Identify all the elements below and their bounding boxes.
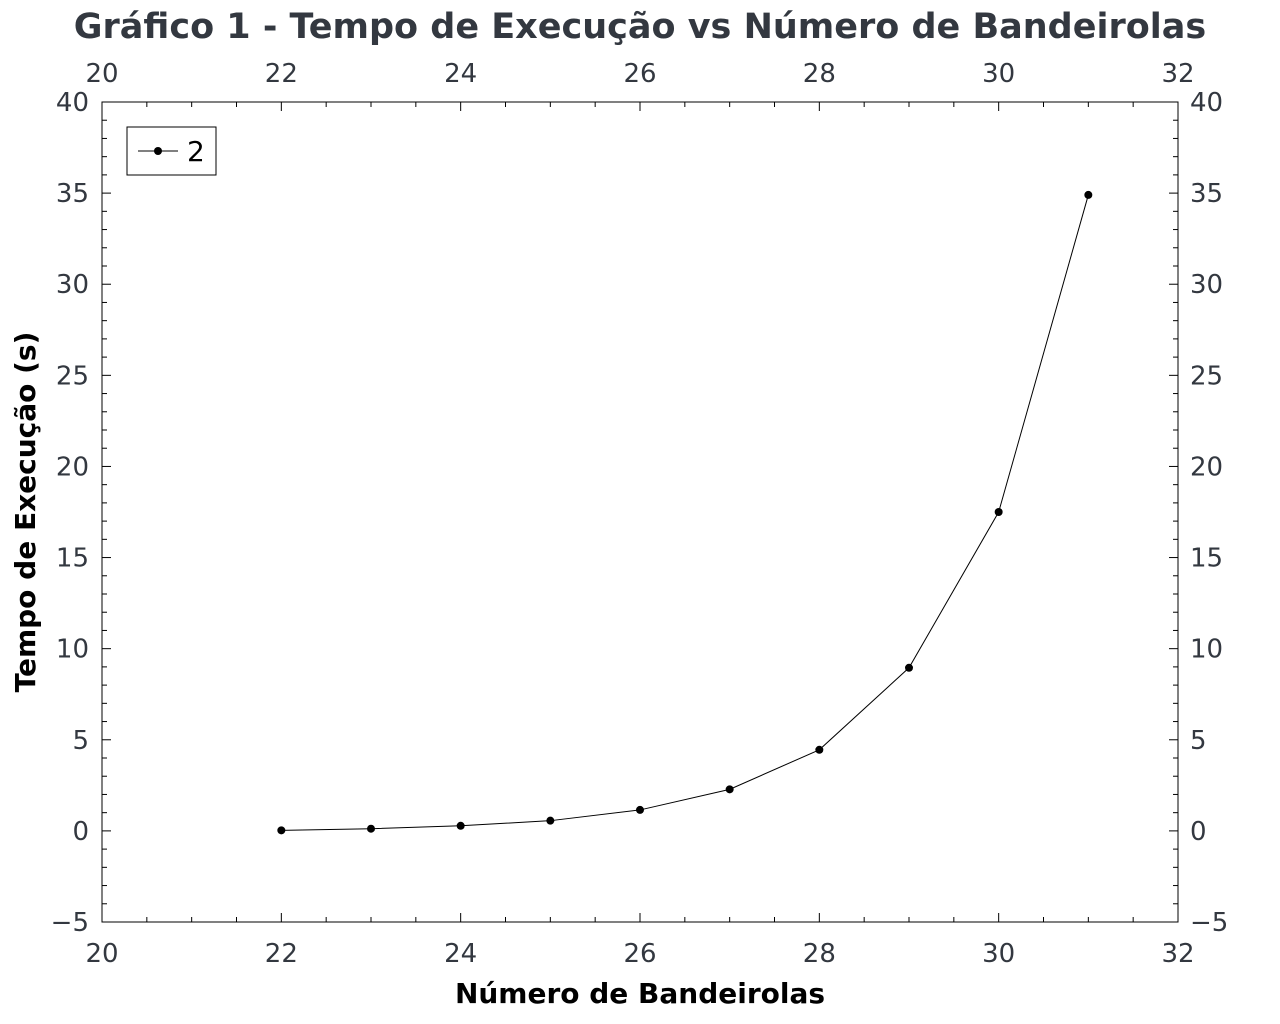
- y-right-tick-label: 5: [1190, 726, 1207, 756]
- data-point: [725, 785, 734, 794]
- x-tick-label: 32: [1161, 939, 1194, 969]
- y-tick-label: 25: [56, 361, 89, 391]
- data-point: [456, 821, 465, 830]
- x-top-tick-label: 28: [803, 59, 836, 89]
- y-right-tick-label: 15: [1190, 544, 1223, 574]
- y-right-tick-label: −5: [1190, 908, 1228, 938]
- data-point: [546, 816, 555, 825]
- chart-title: Gráfico 1 - Tempo de Execução vs Número …: [74, 7, 1206, 47]
- data-point: [994, 508, 1003, 516]
- x-tick-label: 30: [982, 939, 1015, 969]
- y-tick-label: 10: [56, 635, 89, 665]
- y-right-tick-label: 30: [1190, 270, 1223, 300]
- x-tick-label: 22: [265, 939, 298, 969]
- series-line: [281, 194, 1089, 831]
- x-top-tick-label: 22: [265, 59, 298, 89]
- x-axis-label: Número de Bandeirolas: [455, 977, 825, 1010]
- x-tick-label: 20: [85, 939, 118, 969]
- y-tick-label: 40: [56, 88, 89, 118]
- x-tick-label: 26: [623, 939, 656, 969]
- y-tick-label: 35: [56, 179, 89, 209]
- x-top-tick-label: 32: [1161, 59, 1194, 89]
- data-point: [367, 824, 375, 833]
- axis-ticks: [101, 101, 1179, 923]
- legend-label: 2: [187, 135, 205, 168]
- y-right-tick-label: 20: [1190, 452, 1223, 482]
- y-right-tick-label: 0: [1190, 817, 1207, 847]
- y-right-tick-label: 25: [1190, 361, 1223, 391]
- x-top-tick-label: 30: [982, 59, 1015, 89]
- y-axis-label: Tempo de Execução (s): [9, 332, 42, 693]
- y-right-tick-label: 40: [1190, 88, 1223, 118]
- data-point: [277, 826, 286, 835]
- data-point: [636, 805, 644, 814]
- y-tick-label: −5: [51, 908, 89, 938]
- y-tick-label: 30: [56, 270, 89, 300]
- y-right-tick-label: 35: [1190, 179, 1223, 209]
- y-tick-label: 20: [56, 452, 89, 482]
- legend-marker: [154, 147, 162, 155]
- data-point: [815, 745, 824, 754]
- legend: 2: [126, 126, 217, 176]
- y-tick-label: 5: [72, 726, 89, 756]
- x-tick-label: 28: [803, 939, 836, 969]
- x-top-tick-label: 24: [444, 59, 477, 89]
- data-point: [1084, 190, 1093, 199]
- y-right-tick-label: 10: [1190, 635, 1223, 665]
- y-tick-label: 15: [56, 544, 89, 574]
- series-layer: [277, 190, 1093, 835]
- plot-frame: [101, 101, 1179, 923]
- data-point: [905, 663, 913, 672]
- x-tick-label: 24: [444, 939, 477, 969]
- x-top-tick-label: 26: [623, 59, 656, 89]
- x-top-tick-label: 20: [85, 59, 118, 89]
- y-tick-label: 0: [72, 817, 89, 847]
